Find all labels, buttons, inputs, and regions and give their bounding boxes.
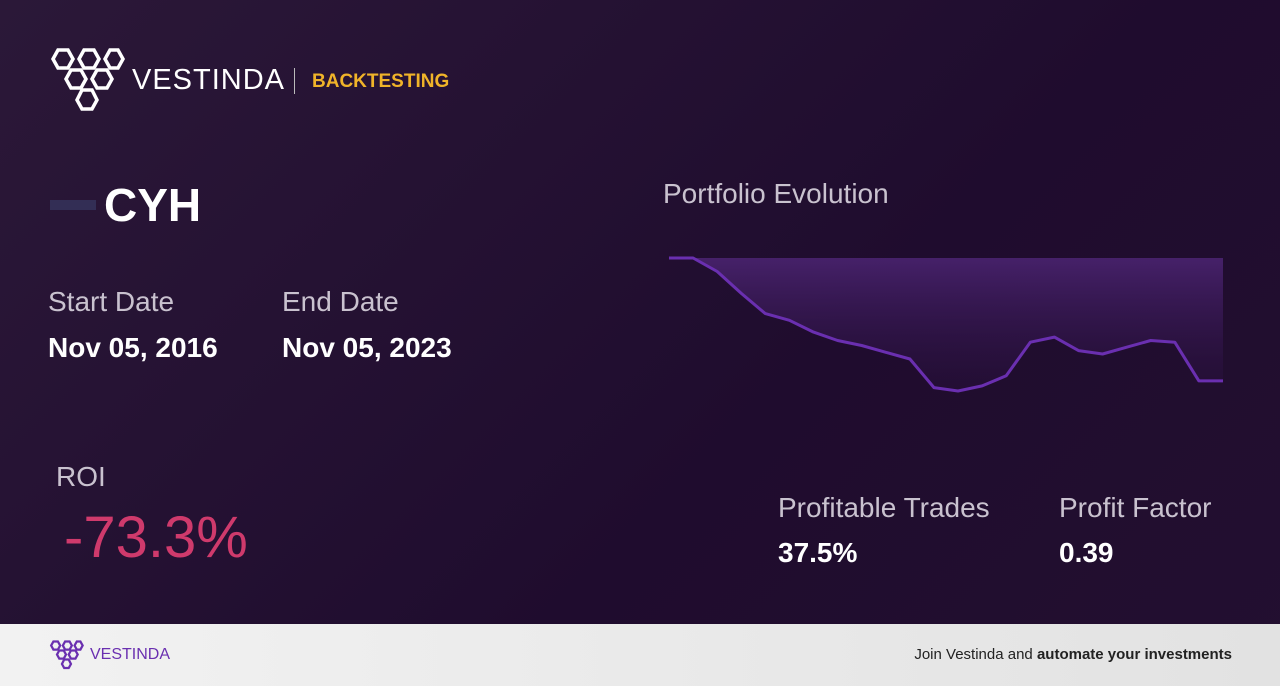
- footer-logo: [49, 640, 84, 670]
- footer-emphasis: automate your investments: [1036, 646, 1232, 663]
- logo: [50, 48, 126, 111]
- stat-label: Profitable Trades: [778, 492, 990, 523]
- chart-title: Portfolio Evolution: [663, 178, 889, 209]
- stat-label: Profit Factor: [1059, 492, 1212, 523]
- stat-value: 37.5%: [778, 537, 858, 568]
- footer-text: Join Vestinda and: [914, 646, 1033, 663]
- start-value: Nov 05, 2016: [48, 332, 218, 363]
- section: BACKTESTING: [312, 71, 450, 92]
- divider: [294, 68, 295, 94]
- end-label: End Date: [282, 286, 399, 317]
- roi-value: -73.3%: [64, 505, 248, 570]
- footer-cta: Join Vestinda and automate your investme…: [914, 646, 1232, 663]
- area: [669, 258, 1223, 391]
- line: [669, 256, 1223, 393]
- ticker: CYH: [104, 179, 202, 231]
- roi-label: ROI: [56, 461, 106, 492]
- footer: VESTINDA Join Vestinda and automate your…: [0, 624, 1280, 686]
- stat-value: 0.39: [1059, 537, 1114, 568]
- ticker-logo: [50, 200, 96, 210]
- end-value: Nov 05, 2023: [282, 332, 452, 363]
- brand: VESTINDA: [132, 64, 286, 96]
- footer-brand: VESTINDA: [90, 646, 171, 663]
- chart: [669, 256, 1223, 393]
- start-label: Start Date: [48, 286, 175, 317]
